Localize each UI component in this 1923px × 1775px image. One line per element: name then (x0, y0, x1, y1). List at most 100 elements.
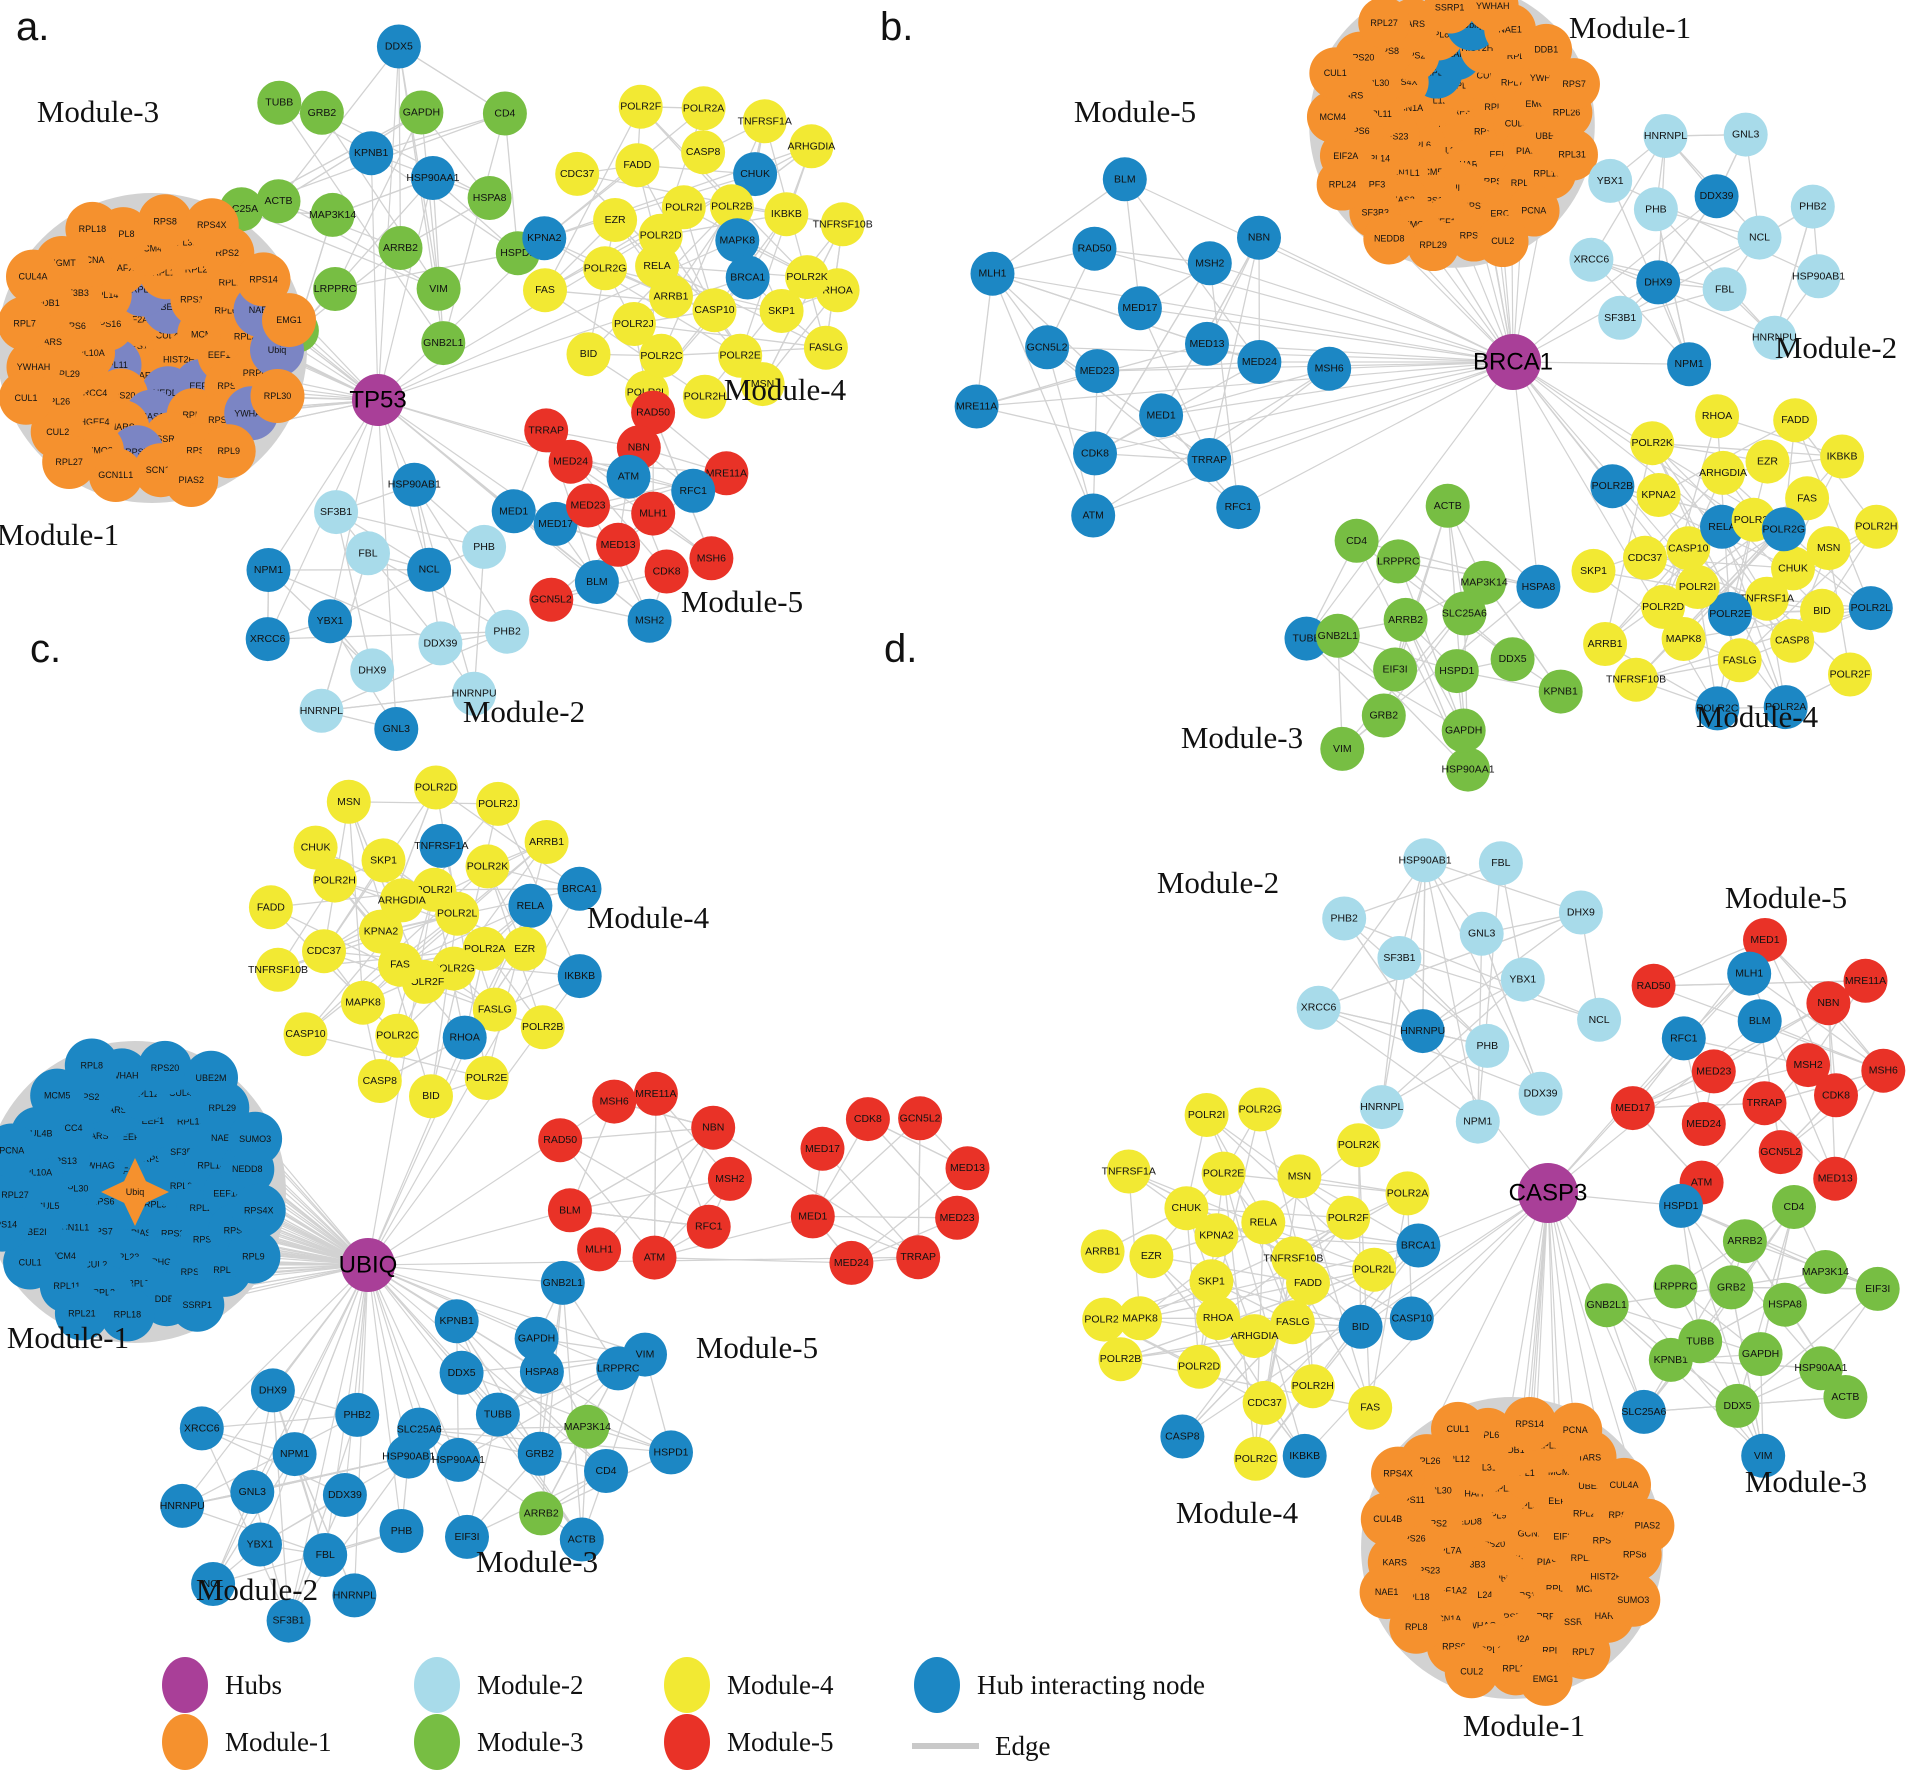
legend-label: Module-1 (225, 1727, 331, 1757)
legend-item-module-2: Module-2 (414, 1657, 583, 1713)
edge (1773, 206, 1814, 338)
edge (1238, 361, 1514, 508)
edge (288, 1456, 410, 1621)
node-MSH2: MSH2 (707, 1156, 752, 1201)
edge (1343, 918, 1488, 1047)
node-MED1: MED1 (1139, 393, 1184, 438)
edge (762, 224, 844, 385)
node-MLH1: MLH1 (577, 1227, 622, 1272)
node-MED24: MED24 (1681, 1102, 1726, 1146)
node-YBX1: YBX1 (308, 599, 352, 644)
module-title: Module-1 (1463, 1708, 1585, 1743)
node-BLM: BLM (574, 560, 619, 604)
edge (497, 1414, 583, 1540)
edge (367, 1037, 466, 1266)
node-DHX9: DHX9 (250, 1368, 295, 1413)
node-MED13: MED13 (1813, 1156, 1858, 1201)
node-ARRB2: ARRB2 (1383, 597, 1428, 642)
node-RAD50: RAD50 (1631, 963, 1676, 1008)
hub-node-CASP3: CASP3 (1509, 1163, 1587, 1223)
module-title: Module-2 (1157, 865, 1279, 900)
module-title: Module-1 (7, 1320, 129, 1355)
node-NPM1: NPM1 (246, 548, 291, 592)
node-CASP10: CASP10 (692, 288, 737, 333)
node-RPL7: RPL7 (0, 296, 52, 351)
edge (1306, 361, 1514, 639)
edge (370, 152, 519, 254)
edge (1739, 526, 1877, 661)
node-HSPA8: HSPA8 (1516, 564, 1561, 609)
node-CASP8: CASP8 (1160, 1414, 1205, 1459)
node-DDX39: DDX39 (322, 1473, 367, 1517)
edge (1381, 957, 1401, 1108)
node-IKBKB: IKBKB (1820, 434, 1865, 479)
node-GRB2: GRB2 (517, 1431, 562, 1476)
node-MED24: MED24 (829, 1240, 874, 1285)
node-DDX5: DDX5 (376, 24, 421, 69)
edge (367, 1264, 420, 1430)
node-CASP8: CASP8 (357, 1059, 402, 1103)
edge (1209, 262, 1514, 363)
edge (1094, 361, 1514, 454)
node-FADD: FADD (615, 143, 660, 188)
edge (370, 153, 379, 401)
node-NBN: NBN (1806, 981, 1851, 1026)
node-DDX5: DDX5 (1715, 1383, 1760, 1428)
node-ATM: ATM (1071, 493, 1116, 538)
edge (1399, 957, 1600, 1021)
edge (1731, 1286, 1878, 1290)
node-TRRAP: TRRAP (896, 1235, 941, 1280)
node-POLR2I: POLR2I (1184, 1093, 1229, 1137)
edge (201, 1428, 290, 1621)
node-GCN5L2: GCN5L2 (898, 1096, 943, 1141)
node-RFC1: RFC1 (1216, 485, 1261, 530)
edge (212, 1453, 296, 1585)
module-title: Module-5 (696, 1330, 818, 1365)
edge (413, 484, 475, 694)
node-HSPA8: HSPA8 (519, 1349, 564, 1394)
node-RAD50: RAD50 (538, 1118, 583, 1163)
edge (294, 1264, 369, 1455)
edge (461, 1372, 672, 1454)
edge (335, 511, 485, 548)
node-MED13: MED13 (1185, 321, 1229, 366)
node-RHOA: RHOA (442, 1015, 487, 1060)
node-SF3B1: SF3B1 (314, 490, 359, 535)
node-GRB2: GRB2 (1361, 693, 1406, 738)
node-HSP90AA1: HSP90AA1 (406, 156, 460, 200)
node-HNRNPL: HNRNPL (299, 688, 344, 733)
node-TNFRSF10B: TNFRSF10B (248, 947, 308, 992)
edge (975, 273, 994, 407)
node-RELA: RELA (508, 883, 553, 928)
node-HNRNPU: HNRNPU (160, 1483, 205, 1528)
node-SF3B1: SF3B1 (1598, 295, 1643, 340)
node-GNB2L1: GNB2L1 (1315, 613, 1360, 658)
edge (1343, 917, 1600, 1021)
edge (1730, 1287, 1764, 1456)
legend-item-module-5: Module-5 (664, 1714, 833, 1770)
node-TNFRSF1A: TNFRSF1A (414, 823, 469, 868)
node-FAS: FAS (523, 268, 567, 313)
node-TNFRSF10B: TNFRSF10B (1606, 657, 1666, 702)
node-MLH1: MLH1 (1727, 951, 1772, 996)
edge (1394, 505, 1449, 670)
edge (1632, 1002, 1829, 1109)
edge (367, 1264, 403, 1532)
node-SKP1: SKP1 (1189, 1259, 1234, 1304)
legend-item-hub-interacting-node: Hub interacting node (914, 1657, 1205, 1713)
module-title: Module-2 (1775, 330, 1897, 365)
edge (1092, 361, 1514, 517)
node-KPNA2: KPNA2 (1636, 473, 1681, 517)
node-PCNA: PCNA (1548, 1402, 1603, 1457)
node-RPL27: RPL27 (42, 435, 97, 489)
node-CUL2: CUL2 (1476, 215, 1529, 268)
node-SF3B1: SF3B1 (1377, 936, 1422, 980)
edge (1794, 419, 1872, 609)
node-ACTB: ACTB (256, 179, 301, 224)
edge (543, 237, 741, 357)
node-POLR2K: POLR2K (1630, 421, 1675, 466)
node-TUBB: TUBB (475, 1392, 520, 1437)
node-POLR2H: POLR2H (312, 858, 357, 903)
edge (197, 1264, 369, 1306)
node-RAD50: RAD50 (1072, 226, 1117, 271)
